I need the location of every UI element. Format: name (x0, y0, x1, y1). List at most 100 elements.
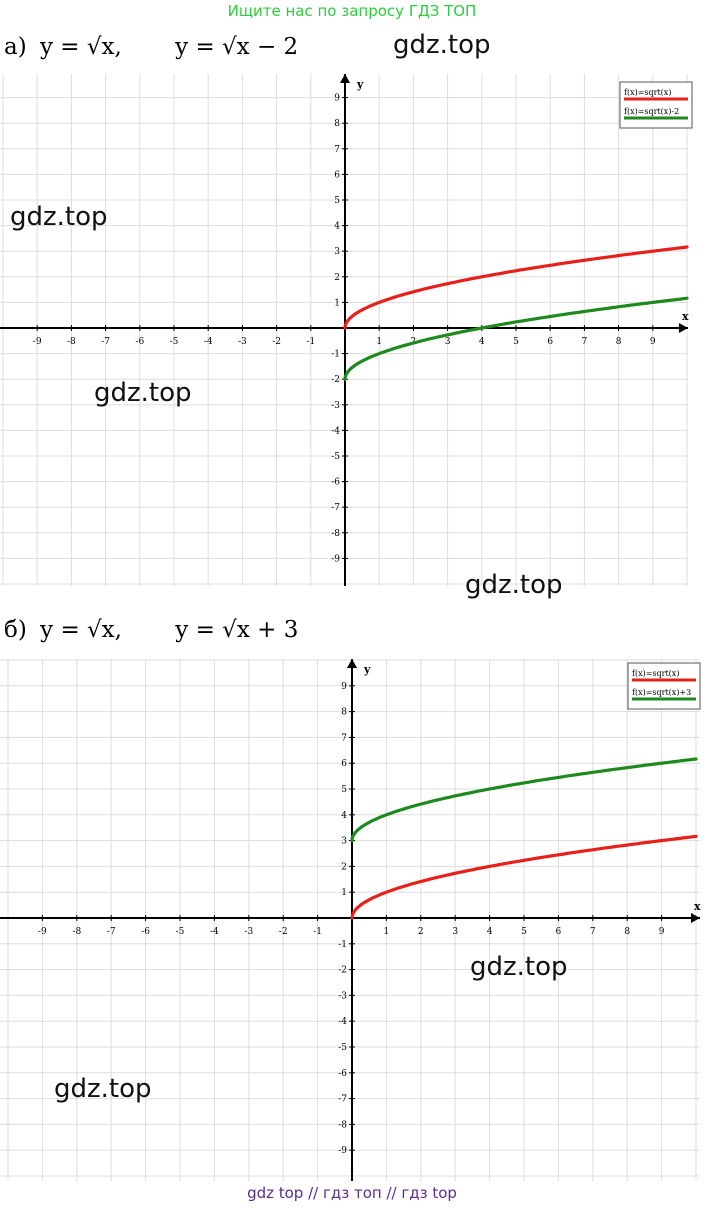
part-a-marker: а) (4, 34, 27, 60)
part-b-heading: б) y = √x, y = √x + 3 (4, 617, 298, 643)
y-tick-label: -3 (338, 991, 347, 1001)
y-tick-label: -1 (338, 940, 347, 950)
x-tick-label: -3 (238, 337, 247, 347)
y-tick-label: -2 (331, 375, 340, 385)
x-tick-label: -7 (107, 927, 116, 937)
x-tick-label: 1 (384, 927, 390, 937)
y-axis-arrow (340, 74, 350, 83)
y-tick-label: 5 (341, 785, 347, 795)
y-tick-label: 1 (334, 298, 340, 308)
y-tick-label: 4 (334, 222, 340, 232)
x-tick-label: -4 (204, 337, 213, 347)
y-tick-label: 7 (341, 733, 347, 743)
series-line-1 (350, 834, 698, 920)
watermark: gdz.top (10, 202, 108, 232)
footer-links: gdz top // гдз топ // гдз top (247, 1184, 457, 1202)
legend-label: f(x)=sqrt(x)+3 (632, 688, 691, 697)
y-axis-arrow (347, 659, 357, 668)
y-tick-label: -6 (331, 478, 340, 488)
y-tick-label: 9 (341, 682, 347, 692)
x-tick-label: 8 (624, 927, 630, 937)
watermark: gdz.top (54, 1074, 152, 1104)
legend-label: f(x)=sqrt(x) (624, 88, 671, 97)
watermark: gdz.top (94, 378, 192, 408)
x-tick-label: -7 (101, 337, 110, 347)
chart-a: xy-9 -8 -7 -6 -5 -4 -3 -2 -1 1 2 3 4 5 6 7 8 9987654321-1… (0, 74, 693, 586)
part-b-equation-2: y = √x + 3 (175, 617, 299, 643)
legend-label: f(x)=sqrt(x) (632, 669, 679, 678)
x-tick-label: 8 (616, 337, 622, 347)
x-tick-label: -8 (72, 927, 81, 937)
legend-box (627, 662, 701, 710)
x-axis-arrow (679, 323, 688, 333)
x-tick-label: -4 (210, 927, 219, 937)
watermark: gdz.top (470, 952, 568, 982)
x-tick-label: 9 (659, 927, 665, 937)
search-hint-banner: Ищите нас по запросу ГДЗ ТОП (227, 2, 477, 20)
legend-box (619, 81, 693, 129)
series-line-2 (350, 757, 698, 843)
legend-label: f(x)=sqrt(x)-2 (624, 107, 679, 116)
y-tick-label: 6 (341, 759, 347, 769)
y-tick-label: 5 (334, 196, 340, 206)
x-tick-label: -1 (306, 337, 315, 347)
y-tick-label: -4 (338, 1017, 347, 1027)
y-tick-label: 2 (334, 273, 340, 283)
y-tick-label: 6 (334, 170, 340, 180)
x-tick-label: -3 (244, 927, 253, 937)
x-tick-label: -2 (272, 337, 281, 347)
y-axis-label: y (363, 663, 371, 676)
x-tick-label: 1 (376, 337, 382, 347)
x-tick-label: 3 (445, 337, 451, 347)
y-tick-label: 1 (341, 888, 347, 898)
x-tick-label: 7 (590, 927, 596, 937)
x-tick-label: -8 (67, 337, 76, 347)
x-tick-label: 4 (487, 927, 493, 937)
x-axis-label: x (682, 310, 689, 323)
watermark: gdz.top (393, 30, 491, 60)
y-axis-label: y (356, 78, 364, 91)
chart-b: x y -9 -8 -7 -6 -5 -4 -3 -2 -1 1 2 3 4 5 6 7 8 9 9 8 7 6 5 4 3 2 1 -1… (0, 659, 701, 1181)
x-tick-label: 3 (452, 927, 458, 937)
x-tick-label: -5 (176, 927, 185, 937)
y-tick-label: -7 (338, 1095, 347, 1105)
x-tick-label: -5 (170, 337, 179, 347)
x-tick-label: -6 (135, 337, 144, 347)
y-tick-label: -3 (331, 401, 340, 411)
y-tick-label: -5 (338, 1043, 347, 1053)
x-tick-label: 5 (513, 337, 519, 347)
x-axis-arrow (691, 913, 700, 923)
y-tick-label: 9 (334, 94, 340, 104)
y-tick-label: 7 (334, 145, 340, 155)
x-tick-label: 9 (650, 337, 656, 347)
y-tick-label: -9 (331, 554, 340, 564)
y-tick-label: 3 (334, 247, 340, 257)
x-tick-label: 6 (556, 927, 562, 937)
y-tick-label: -5 (331, 452, 340, 462)
part-b-marker: б) (4, 617, 27, 643)
x-tick-label: -9 (33, 337, 42, 347)
y-tick-label: 4 (341, 811, 347, 821)
y-tick-label: 8 (341, 708, 347, 718)
x-tick-label: -2 (279, 927, 288, 937)
y-tick-label: -8 (338, 1120, 347, 1130)
x-tick-label: 7 (582, 337, 588, 347)
y-tick-label: -1 (331, 350, 340, 360)
x-tick-label: 2 (418, 927, 424, 937)
y-tick-label: -9 (338, 1146, 347, 1156)
y-tick-label: -7 (331, 503, 340, 513)
y-tick-label: 8 (334, 119, 340, 129)
y-tick-label: -6 (338, 1069, 347, 1079)
part-a-equation-2: y = √x − 2 (175, 34, 299, 60)
x-tick-label: 6 (547, 337, 553, 347)
series-line-2 (343, 296, 689, 381)
part-a-heading: а) y = √x, y = √x − 2 (4, 34, 298, 60)
x-tick-label: 4 (479, 337, 485, 347)
y-tick-label: 2 (341, 862, 347, 872)
y-tick-label: -2 (338, 966, 347, 976)
x-axis-label: x (694, 900, 701, 913)
x-tick-label: -1 (313, 927, 322, 937)
y-tick-label: 3 (341, 837, 347, 847)
part-a-equation-1: y = √x, (40, 34, 122, 60)
watermark: gdz.top (465, 570, 563, 600)
